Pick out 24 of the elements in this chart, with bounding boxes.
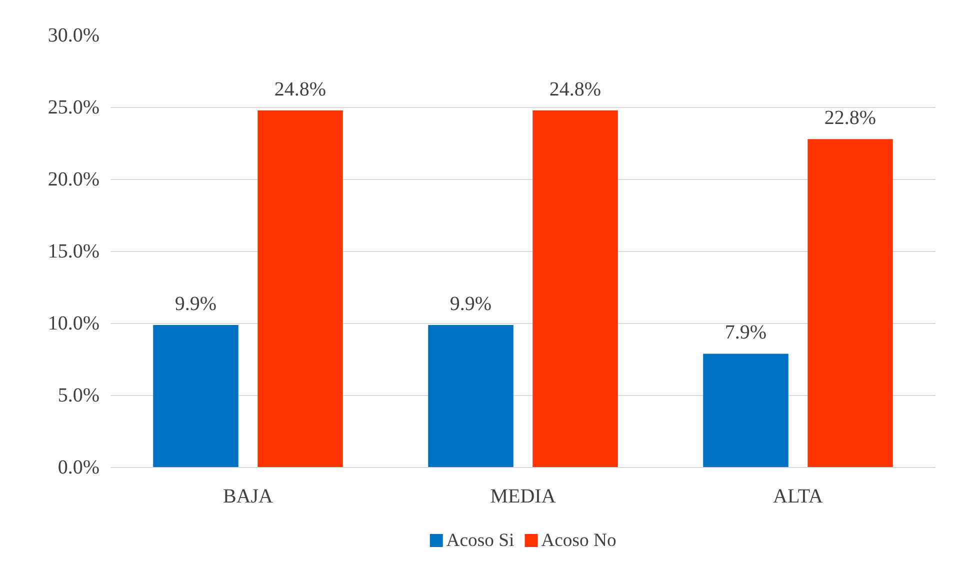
- bar: [153, 324, 238, 468]
- data-label: 24.8%: [274, 78, 326, 100]
- x-tick-label: ALTA: [773, 486, 824, 508]
- y-tick-label: 15.0%: [48, 240, 100, 262]
- x-tick-label: BAJA: [222, 486, 274, 508]
- legend-label: Acoso Si: [446, 530, 514, 551]
- y-tick-label: 20.0%: [48, 168, 100, 190]
- y-tick-label: 25.0%: [48, 96, 100, 118]
- legend-label: Acoso No: [541, 530, 616, 551]
- data-label: 22.8%: [824, 107, 876, 130]
- x-tick-label: MEDIA: [490, 486, 556, 508]
- y-tick-label: 5.0%: [58, 384, 100, 406]
- bar: [428, 324, 514, 468]
- data-label: 9.9%: [450, 292, 492, 315]
- bar: [808, 139, 893, 468]
- data-label: 9.9%: [174, 292, 217, 315]
- data-label: 7.9%: [724, 322, 767, 344]
- data-label: 24.8%: [549, 78, 602, 100]
- bar: [258, 110, 343, 468]
- y-tick-label: 10.0%: [48, 312, 100, 334]
- y-tick-label: 0.0%: [58, 456, 100, 478]
- bar: [532, 110, 618, 468]
- y-tick-label: 30.0%: [48, 24, 100, 46]
- bar: [703, 354, 788, 468]
